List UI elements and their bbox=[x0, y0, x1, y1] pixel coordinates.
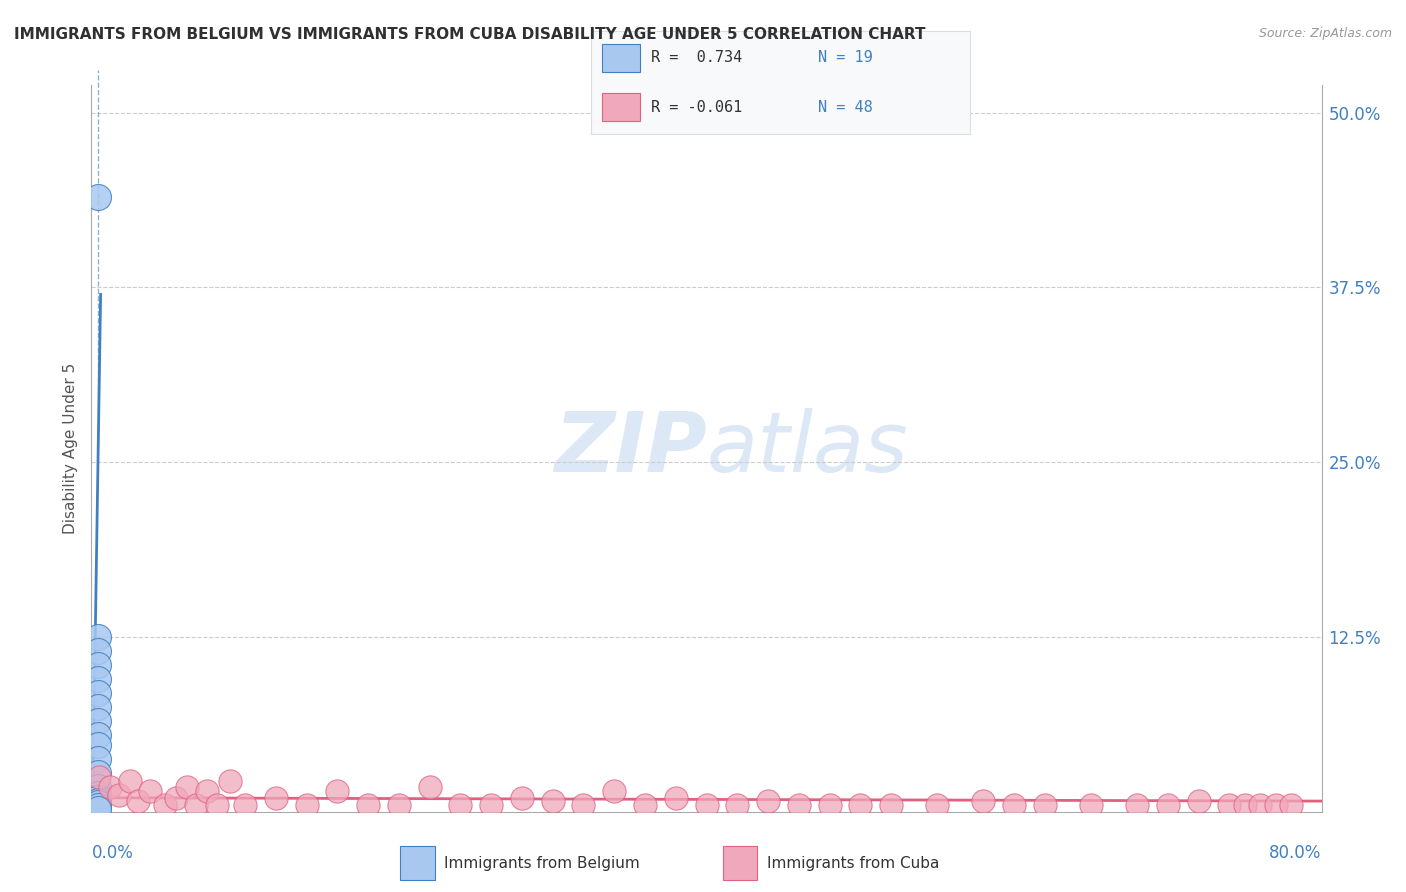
Bar bbox=[401, 846, 434, 880]
Point bbox=[218, 774, 240, 789]
Point bbox=[108, 788, 131, 802]
Point bbox=[86, 630, 108, 644]
Point bbox=[86, 765, 108, 780]
Point bbox=[86, 787, 108, 801]
Point bbox=[880, 797, 903, 812]
Point bbox=[665, 790, 688, 805]
Text: ZIP: ZIP bbox=[554, 408, 706, 489]
Point bbox=[1033, 797, 1056, 812]
Point bbox=[86, 790, 108, 805]
Point bbox=[86, 738, 108, 752]
Point bbox=[87, 770, 110, 784]
Point bbox=[118, 774, 141, 789]
Text: R = -0.061: R = -0.061 bbox=[651, 100, 742, 115]
Point bbox=[1233, 797, 1256, 812]
Point bbox=[725, 797, 748, 812]
Point bbox=[86, 699, 108, 714]
Point bbox=[86, 644, 108, 658]
Point bbox=[1279, 797, 1302, 812]
Point bbox=[787, 797, 810, 812]
Point bbox=[696, 797, 718, 812]
Text: N = 48: N = 48 bbox=[818, 100, 873, 115]
Point bbox=[1187, 793, 1209, 807]
Text: R =  0.734: R = 0.734 bbox=[651, 50, 742, 65]
Point bbox=[86, 799, 108, 814]
Text: 0.0%: 0.0% bbox=[91, 845, 134, 863]
Point bbox=[756, 793, 779, 807]
Bar bbox=[602, 44, 640, 72]
Point bbox=[1080, 797, 1102, 812]
Point bbox=[572, 797, 595, 812]
Point bbox=[233, 797, 256, 812]
Point bbox=[127, 793, 149, 807]
Point bbox=[1249, 797, 1271, 812]
Point bbox=[195, 783, 218, 797]
Point bbox=[165, 790, 187, 805]
Point bbox=[603, 783, 626, 797]
Point bbox=[972, 793, 994, 807]
Text: atlas: atlas bbox=[706, 408, 908, 489]
Point bbox=[634, 797, 657, 812]
Point bbox=[86, 714, 108, 728]
Text: 80.0%: 80.0% bbox=[1270, 845, 1322, 863]
Point bbox=[86, 751, 108, 765]
Text: Source: ZipAtlas.com: Source: ZipAtlas.com bbox=[1258, 27, 1392, 40]
Point bbox=[818, 797, 841, 812]
Point bbox=[1126, 797, 1149, 812]
Point bbox=[541, 793, 564, 807]
Point bbox=[139, 783, 162, 797]
Point bbox=[86, 797, 108, 811]
Point bbox=[1264, 797, 1286, 812]
Point bbox=[449, 797, 471, 812]
Point bbox=[207, 797, 229, 812]
Point bbox=[184, 797, 207, 812]
Point bbox=[419, 780, 441, 794]
Y-axis label: Disability Age Under 5: Disability Age Under 5 bbox=[62, 363, 77, 533]
Bar bbox=[602, 93, 640, 121]
Point bbox=[86, 793, 108, 807]
Point bbox=[357, 797, 380, 812]
Point bbox=[86, 728, 108, 742]
Point bbox=[176, 780, 198, 794]
Bar bbox=[723, 846, 758, 880]
Point bbox=[86, 802, 108, 816]
Point bbox=[86, 657, 108, 672]
Point bbox=[388, 797, 411, 812]
Point bbox=[927, 797, 949, 812]
Point bbox=[86, 780, 108, 794]
Point bbox=[326, 783, 349, 797]
Text: N = 19: N = 19 bbox=[818, 50, 873, 65]
Point bbox=[510, 790, 533, 805]
Point bbox=[98, 780, 121, 794]
Point bbox=[86, 189, 108, 203]
Point bbox=[849, 797, 872, 812]
Text: IMMIGRANTS FROM BELGIUM VS IMMIGRANTS FROM CUBA DISABILITY AGE UNDER 5 CORRELATI: IMMIGRANTS FROM BELGIUM VS IMMIGRANTS FR… bbox=[14, 27, 925, 42]
Point bbox=[264, 790, 287, 805]
Point bbox=[1002, 797, 1025, 812]
Text: Immigrants from Cuba: Immigrants from Cuba bbox=[768, 855, 939, 871]
Point bbox=[86, 672, 108, 686]
Point bbox=[86, 686, 108, 700]
Point bbox=[479, 797, 502, 812]
Point bbox=[295, 797, 318, 812]
Text: Immigrants from Belgium: Immigrants from Belgium bbox=[444, 855, 640, 871]
Point bbox=[1157, 797, 1180, 812]
Point bbox=[1218, 797, 1240, 812]
Point bbox=[153, 797, 177, 812]
